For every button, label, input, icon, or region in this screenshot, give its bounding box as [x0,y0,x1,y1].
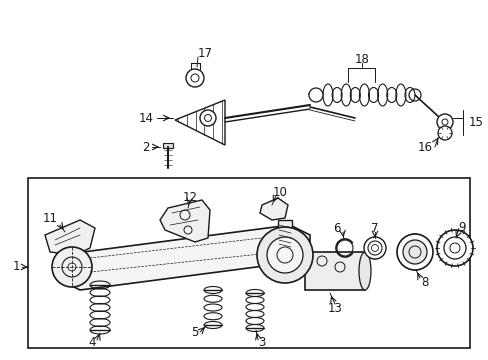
Bar [305,252,364,290]
Circle shape [280,232,309,262]
Text: 3: 3 [258,336,265,348]
Text: 4: 4 [88,336,96,348]
Text: 1: 1 [13,261,20,274]
Text: 16: 16 [417,140,432,153]
Circle shape [436,230,472,266]
Circle shape [266,237,303,273]
Text: 7: 7 [370,221,378,234]
Text: 12: 12 [182,190,197,203]
Ellipse shape [358,252,370,290]
Text: 17: 17 [198,46,213,59]
Text: 2: 2 [142,140,150,153]
Polygon shape [160,200,209,242]
Circle shape [52,247,92,287]
Circle shape [363,237,385,259]
Text: 11: 11 [42,212,58,225]
Text: 10: 10 [272,185,287,198]
Bar [163,143,173,148]
Circle shape [436,114,452,130]
Text: 8: 8 [421,276,428,289]
Text: 9: 9 [457,220,465,234]
Polygon shape [45,220,95,255]
Circle shape [200,110,216,126]
Circle shape [185,69,203,87]
Polygon shape [60,225,309,290]
Text: 14: 14 [139,112,154,125]
Circle shape [257,227,312,283]
Text: 6: 6 [332,221,340,234]
Text: 15: 15 [468,116,483,129]
Bar [28,178,469,348]
Polygon shape [175,100,224,145]
Circle shape [396,234,432,270]
Bar [278,220,291,252]
Text: 5: 5 [190,325,198,338]
Circle shape [437,126,451,140]
Circle shape [308,88,323,102]
Polygon shape [260,198,287,220]
Circle shape [402,240,426,264]
Text: 18: 18 [354,53,368,66]
Text: 13: 13 [327,302,342,315]
